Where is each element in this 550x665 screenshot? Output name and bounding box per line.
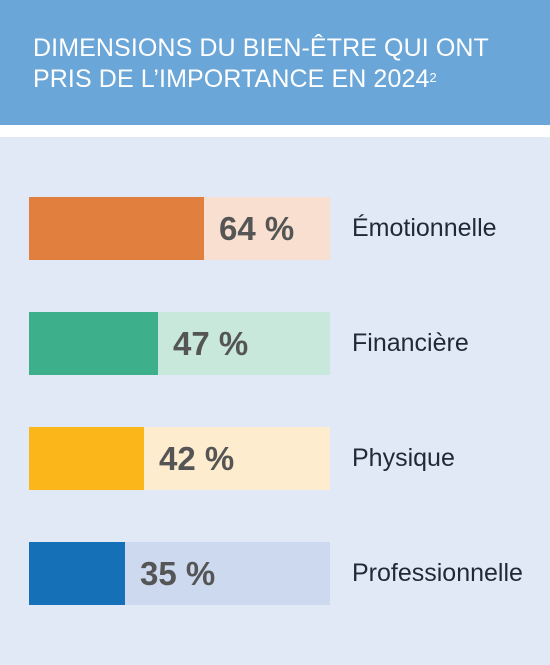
bar-value-label: 64 %	[219, 210, 295, 247]
chart-panel: 64 % Émotionnelle 47 % Financière 42 % Physiq…	[0, 137, 550, 665]
chart-header: DIMENSIONS DU BIEN-ÊTRE QUI ONT PRIS DE …	[0, 0, 550, 125]
bar-row: 42 % Physique	[29, 427, 539, 490]
bar-value-label: 35 %	[140, 555, 216, 592]
bar-track: 64 %	[29, 197, 330, 260]
bar	[29, 312, 158, 375]
bar-value-label: 42 %	[159, 440, 235, 477]
bar	[29, 427, 144, 490]
bar	[29, 542, 125, 605]
chart-title-text: DIMENSIONS DU BIEN-ÊTRE QUI ONT PRIS DE …	[33, 34, 489, 93]
bar-track: 35 %	[29, 542, 330, 605]
bar-value-label: 47 %	[173, 325, 249, 362]
chart-title: DIMENSIONS DU BIEN-ÊTRE QUI ONT PRIS DE …	[33, 33, 533, 95]
bar-track: 42 %	[29, 427, 330, 490]
category-label: Émotionnelle	[352, 214, 497, 242]
bar-track: 47 %	[29, 312, 330, 375]
bar-row: 47 % Financière	[29, 312, 539, 375]
bar-row: 35 % Professionnelle	[29, 542, 539, 605]
bar-row: 64 % Émotionnelle	[29, 197, 539, 260]
footnote-marker: 2	[429, 70, 437, 85]
bar	[29, 197, 204, 260]
category-label: Financière	[352, 329, 469, 357]
category-label: Professionnelle	[352, 559, 523, 587]
category-label: Physique	[352, 444, 455, 472]
